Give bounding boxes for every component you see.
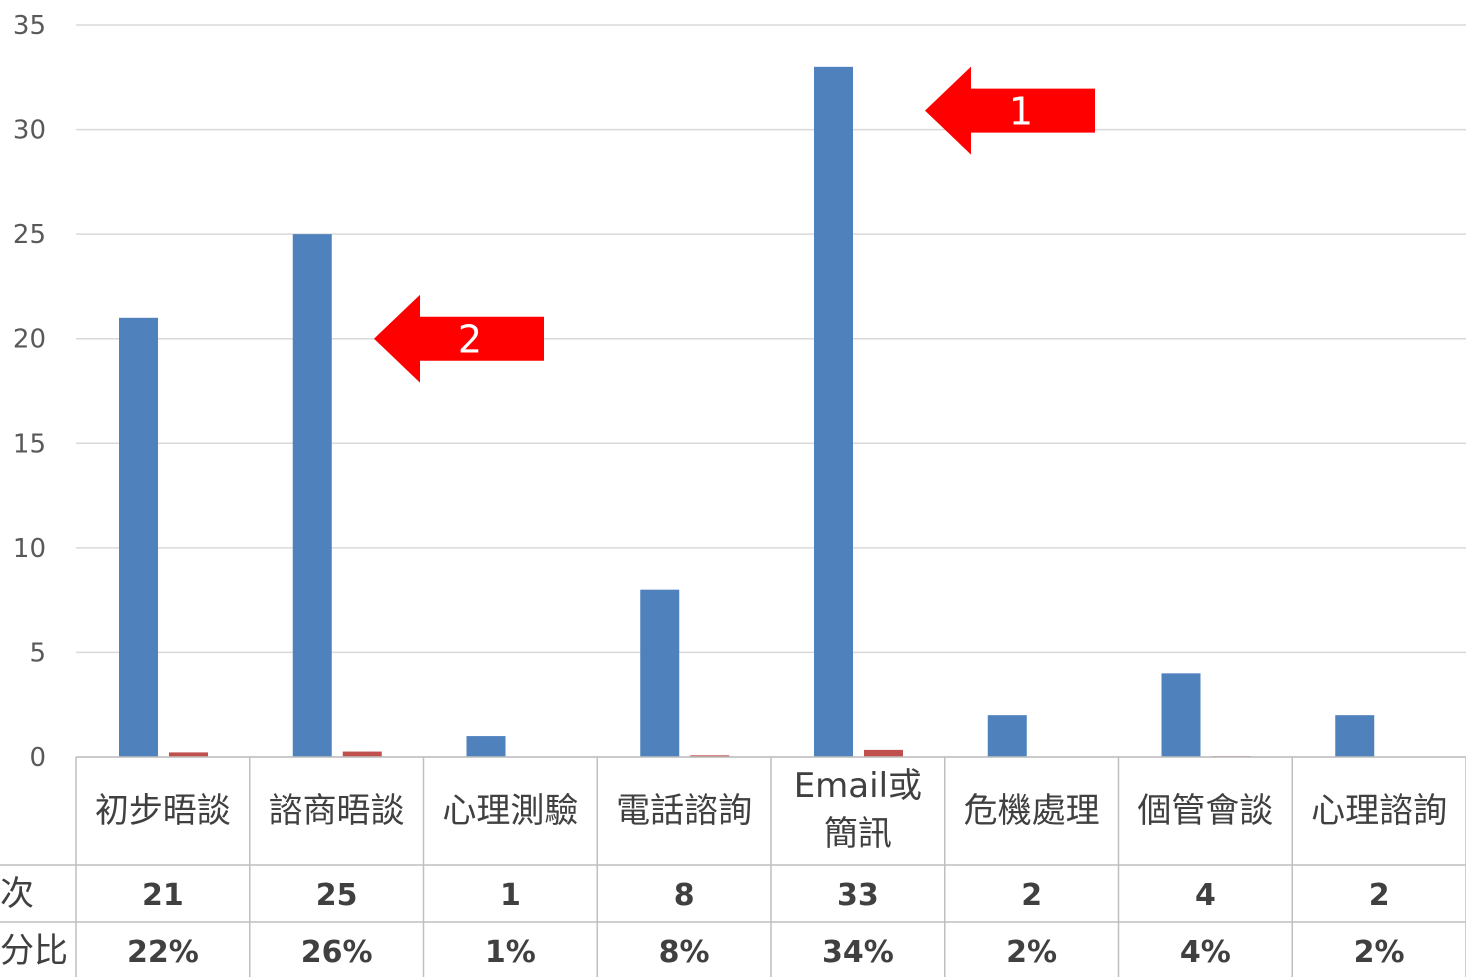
- table-cell: 33: [837, 878, 879, 913]
- table-cell: 26%: [301, 935, 373, 970]
- category-label: 個管會談: [1137, 791, 1273, 831]
- table-row-label: 分比: [0, 931, 68, 971]
- table-cell: 25: [316, 878, 358, 913]
- table-cell: 4%: [1180, 935, 1231, 970]
- annotation-label: 1: [1009, 90, 1033, 134]
- y-tick-label: 30: [13, 116, 46, 146]
- annotation-arrow-2: [374, 294, 544, 383]
- table-cell: 8: [674, 878, 695, 913]
- bar-3-count: [466, 736, 506, 757]
- bar-7-count: [1161, 673, 1201, 757]
- y-tick-label: 5: [29, 638, 46, 668]
- category-label: Email或: [794, 766, 922, 806]
- y-tick-label: 10: [13, 534, 46, 564]
- category-label: 危機處理: [964, 791, 1100, 831]
- bar-6-count: [987, 715, 1027, 757]
- bar-2-percent: [342, 751, 382, 757]
- table-cell: 2: [1369, 878, 1390, 913]
- table-cell: 1: [500, 878, 521, 913]
- category-label: 心理諮詢: [1311, 791, 1447, 831]
- category-label: 諮商晤談: [269, 791, 405, 831]
- bar-4-percent: [690, 755, 730, 757]
- table-cell: 8%: [659, 935, 710, 970]
- category-label: 簡訊: [824, 814, 892, 854]
- category-label: 初步晤談: [95, 791, 231, 831]
- table-cell: 21: [142, 878, 184, 913]
- bar-4-count: [640, 589, 680, 757]
- y-tick-label: 35: [13, 11, 46, 41]
- y-tick-label: 25: [13, 220, 46, 250]
- table-cell: 22%: [127, 935, 199, 970]
- table-cell: 2%: [1354, 935, 1405, 970]
- table-row-label: 次: [0, 874, 34, 914]
- bar-1-count: [119, 317, 158, 757]
- table-cell: 2%: [1006, 935, 1057, 970]
- y-tick-label: 15: [13, 429, 46, 459]
- table-cell: 34%: [822, 935, 894, 970]
- category-label: 心理測驗: [442, 791, 578, 831]
- annotation-arrow-1: [925, 66, 1095, 155]
- annotation-label: 2: [458, 318, 482, 362]
- category-label: 電話諮詢: [616, 791, 752, 831]
- table-cell: 1%: [485, 935, 536, 970]
- bar-8-count: [1335, 715, 1375, 757]
- table-cell: 4: [1195, 878, 1216, 913]
- bar-5-percent: [864, 749, 903, 757]
- y-tick-label: 0: [29, 743, 46, 773]
- y-tick-label: 20: [13, 325, 46, 355]
- bar-1-percent: [169, 752, 208, 757]
- bar-2-count: [292, 234, 332, 758]
- table-cell: 2: [1021, 878, 1042, 913]
- bar-5-count: [814, 66, 853, 758]
